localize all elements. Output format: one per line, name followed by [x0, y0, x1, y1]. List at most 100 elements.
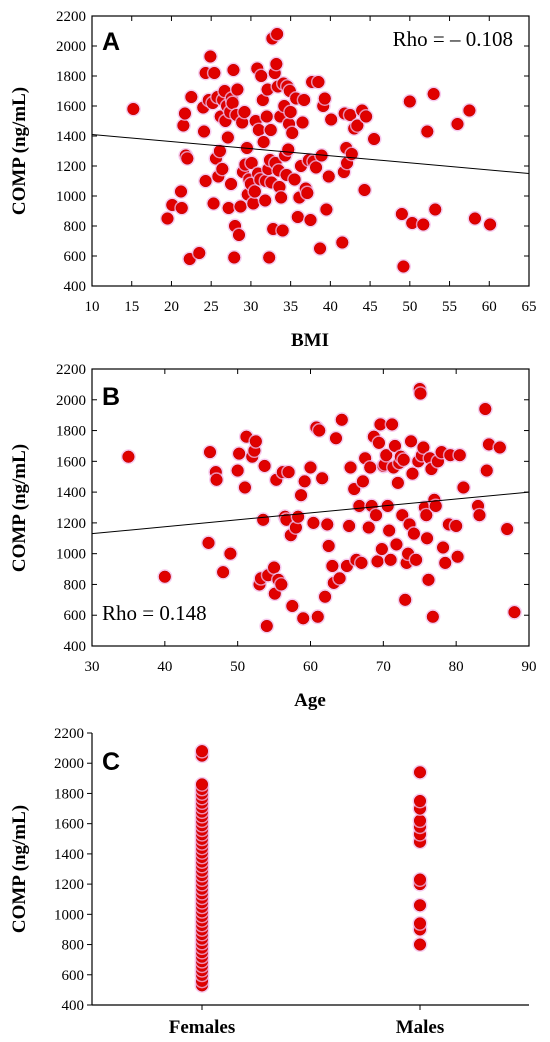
data-point	[412, 764, 428, 780]
x-tick-label: 65	[522, 299, 537, 315]
y-tick-label: 1200	[56, 159, 86, 175]
y-tick-label: 600	[64, 249, 87, 265]
data-point	[303, 212, 318, 228]
data-point	[191, 245, 207, 261]
data-point	[225, 62, 241, 78]
data-point	[361, 520, 377, 536]
panel-a-bmi-scatter: 400 600 800 1000 1200 1400 1600 1800 2000 2200 10…	[9, 9, 537, 351]
data-point	[237, 104, 253, 120]
y-tick-label: 1800	[54, 786, 84, 802]
data-point	[229, 82, 245, 97]
y-tick-label: 1000	[56, 547, 86, 563]
x-tick-label: 35	[283, 299, 298, 315]
data-point	[448, 518, 464, 534]
x-tick-label: 60	[303, 659, 318, 675]
panel-a-letter: A	[102, 28, 120, 56]
panel-c-sex-comparison: 400 600 800 1000 1200 1400 1600 1800 2000 2200 Fe…	[9, 726, 529, 1038]
y-tick-label: 1600	[56, 99, 86, 115]
data-point	[412, 872, 428, 888]
data-point	[334, 412, 350, 428]
data-point	[257, 193, 273, 208]
panel-b-rho-annotation: Rho = 0.148	[102, 601, 207, 625]
data-point	[194, 776, 210, 792]
data-point	[317, 91, 333, 106]
y-tick-label: 1400	[56, 485, 86, 501]
data-point	[332, 570, 348, 586]
data-point	[412, 793, 428, 809]
data-point	[403, 433, 419, 449]
data-point	[259, 109, 275, 124]
data-point	[157, 569, 173, 585]
data-point	[295, 610, 311, 626]
x-tick-label: 20	[164, 299, 179, 315]
x-tick-label: 45	[363, 299, 378, 315]
data-point	[237, 479, 253, 495]
data-point	[427, 202, 443, 217]
data-point	[321, 538, 337, 554]
data-point	[420, 572, 436, 588]
data-point	[290, 509, 306, 525]
x-tick-label: 90	[522, 659, 537, 675]
y-tick-label: 1200	[54, 877, 84, 893]
data-point	[506, 604, 522, 620]
data-point	[415, 439, 431, 455]
data-point	[173, 184, 189, 199]
x-tick-label: 60	[482, 299, 497, 315]
data-point	[256, 134, 272, 150]
data-point	[362, 459, 378, 475]
data-point	[412, 897, 428, 913]
data-point	[226, 250, 242, 265]
data-point	[390, 475, 406, 491]
data-point	[164, 197, 180, 213]
data-point	[231, 227, 247, 243]
y-tick-label: 1000	[56, 189, 86, 205]
data-point	[324, 558, 340, 574]
data-point	[477, 401, 493, 417]
panel-b-y-axis-label: COMP (ng/mL)	[9, 444, 30, 572]
data-point	[247, 184, 263, 199]
panel-c-y-axis-label: COMP (ng/mL)	[9, 805, 30, 933]
x-tick-label: 25	[204, 299, 219, 315]
data-point	[396, 452, 412, 468]
data-point	[248, 433, 264, 449]
panel-b-y-ticks: 400 600 800 1000 1200 1400 1600 1800 2000 2200	[56, 362, 529, 655]
data-point	[402, 94, 418, 109]
data-point	[259, 618, 275, 634]
panel-a-rho-annotation: Rho = – 0.108	[393, 27, 513, 51]
data-point	[323, 112, 339, 127]
data-point	[314, 470, 330, 486]
y-tick-label: 2200	[56, 9, 86, 25]
data-point	[293, 487, 309, 503]
category-label: Males	[396, 1017, 445, 1038]
data-point	[408, 552, 424, 568]
data-point	[299, 185, 315, 201]
data-point	[159, 211, 175, 226]
data-point	[125, 101, 141, 117]
data-point	[317, 589, 333, 605]
data-point	[455, 479, 471, 495]
data-point	[452, 447, 468, 463]
data-point	[395, 259, 411, 274]
y-tick-label: 1400	[54, 847, 84, 863]
data-point	[353, 555, 369, 571]
y-tick-label: 400	[62, 998, 85, 1014]
data-point	[357, 182, 373, 198]
panel-c-letter: C	[102, 748, 120, 776]
data-point	[310, 74, 326, 90]
data-point	[437, 555, 453, 571]
x-tick-label: 30	[243, 299, 258, 315]
data-point	[266, 560, 282, 576]
data-point	[284, 125, 300, 141]
data-point	[261, 250, 277, 265]
data-point	[231, 446, 247, 462]
y-tick-label: 800	[64, 577, 87, 593]
data-point	[308, 160, 324, 175]
data-point	[303, 459, 318, 475]
data-point	[273, 190, 289, 205]
data-point	[284, 598, 300, 614]
data-point	[206, 65, 222, 81]
data-point	[273, 576, 289, 592]
data-point	[479, 463, 495, 479]
data-point	[366, 131, 382, 147]
